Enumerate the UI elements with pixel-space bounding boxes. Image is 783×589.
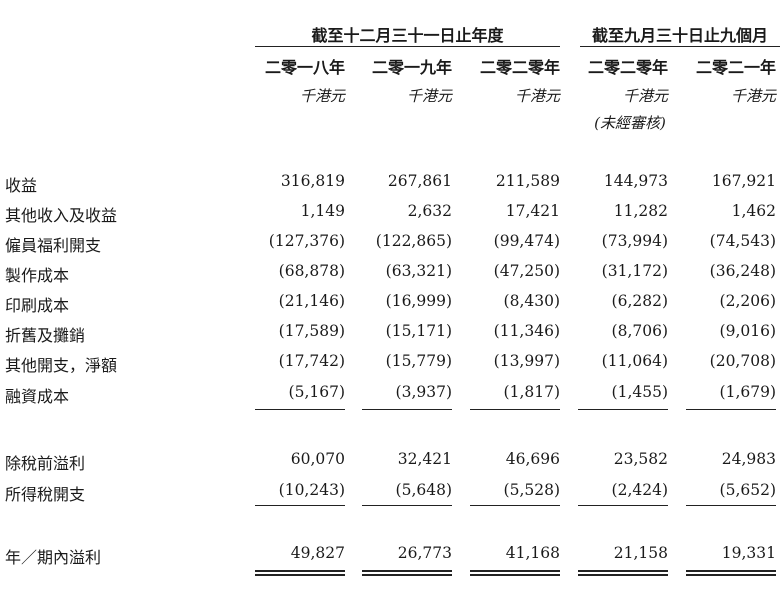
table-cell: (8,706) — [611, 322, 668, 340]
subtotal-underline — [255, 409, 345, 410]
table-cell: (5,528) — [503, 481, 560, 499]
table-cell: (17,589) — [278, 322, 345, 340]
table-cell: (20,708) — [709, 352, 776, 370]
table-cell: (5,652) — [719, 481, 776, 499]
row-label: 其他開支，淨額 — [5, 356, 118, 375]
table-cell: (68,878) — [278, 262, 345, 280]
table-cell: 167,921 — [711, 172, 776, 190]
subtotal-underline — [362, 409, 452, 410]
subtotal-underline — [470, 409, 560, 410]
table-cell: 49,827 — [290, 544, 345, 562]
table-cell: 41,168 — [505, 544, 560, 562]
unaudited-note: (未經審核) — [594, 114, 666, 132]
table-cell: (17,742) — [278, 352, 345, 370]
total-double-underline — [362, 570, 452, 576]
table-cell: 211,589 — [495, 172, 560, 190]
table-cell: 267,861 — [387, 172, 452, 190]
table-cell: (8,430) — [503, 292, 560, 310]
table-cell: (15,779) — [385, 352, 452, 370]
header-divider — [580, 46, 780, 47]
table-cell: (47,250) — [493, 262, 560, 280]
table-cell: (9,016) — [719, 322, 776, 340]
year-header: 二零二零年 — [479, 58, 560, 77]
row-label: 除稅前溢利 — [5, 454, 86, 473]
table-cell: (15,171) — [385, 322, 452, 340]
table-cell: 144,973 — [603, 172, 668, 190]
table-cell: (11,064) — [601, 352, 668, 370]
table-cell: 17,421 — [505, 202, 560, 220]
table-cell: (1,455) — [611, 383, 668, 401]
table-cell: (1,679) — [719, 383, 776, 401]
table-cell: 21,158 — [613, 544, 668, 562]
table-cell: (6,282) — [611, 292, 668, 310]
year-header: 二零一九年 — [371, 58, 452, 77]
subtotal-underline — [470, 505, 560, 506]
table-cell: (10,243) — [278, 481, 345, 499]
row-label: 融資成本 — [5, 387, 70, 406]
table-cell: (2,424) — [611, 481, 668, 499]
table-cell: (5,167) — [288, 383, 345, 401]
total-double-underline — [470, 570, 560, 576]
total-double-underline — [686, 570, 776, 576]
table-cell: 19,331 — [721, 544, 776, 562]
row-label: 製作成本 — [5, 266, 70, 285]
table-cell: (5,648) — [395, 481, 452, 499]
table-cell: (73,994) — [601, 232, 668, 250]
table-cell: 2,632 — [407, 202, 452, 220]
subtotal-underline — [686, 505, 776, 506]
total-double-underline — [578, 570, 668, 576]
year-header: 二零一八年 — [264, 58, 345, 77]
row-label: 年／期內溢利 — [5, 548, 102, 567]
period-header-nine-months: 截至九月三十日止九個月 — [591, 26, 768, 45]
table-cell: (1,817) — [503, 383, 560, 401]
table-cell: (122,865) — [375, 232, 452, 250]
row-label: 其他收入及收益 — [5, 206, 118, 225]
header-divider — [255, 46, 560, 47]
table-cell: (16,999) — [385, 292, 452, 310]
table-cell: (3,937) — [395, 383, 452, 401]
row-label: 折舊及攤銷 — [5, 326, 86, 345]
table-cell: 11,282 — [613, 202, 668, 220]
table-cell: 1,462 — [731, 202, 776, 220]
row-label: 收益 — [5, 176, 38, 195]
table-cell: 32,421 — [397, 450, 452, 468]
table-cell: (11,346) — [493, 322, 560, 340]
row-label: 所得稅開支 — [5, 485, 86, 504]
table-cell: (36,248) — [709, 262, 776, 280]
table-cell: 24,983 — [721, 450, 776, 468]
table-cell: (127,376) — [268, 232, 345, 250]
subtotal-underline — [578, 505, 668, 506]
unit-label: 千港元 — [622, 87, 668, 105]
table-cell: 60,070 — [290, 450, 345, 468]
table-cell: 26,773 — [397, 544, 452, 562]
subtotal-underline — [362, 505, 452, 506]
table-cell: 1,149 — [300, 202, 345, 220]
table-cell: 23,582 — [613, 450, 668, 468]
table-cell: (99,474) — [493, 232, 560, 250]
year-header: 二零二一年 — [695, 58, 776, 77]
subtotal-underline — [255, 505, 345, 506]
year-header: 二零二零年 — [587, 58, 668, 77]
table-cell: (74,543) — [709, 232, 776, 250]
subtotal-underline — [578, 409, 668, 410]
period-header-annual: 截至十二月三十一日止年度 — [311, 26, 504, 45]
table-cell: 46,696 — [505, 450, 560, 468]
table-cell: (13,997) — [493, 352, 560, 370]
table-cell: (2,206) — [719, 292, 776, 310]
table-cell: 316,819 — [280, 172, 345, 190]
total-double-underline — [255, 570, 345, 576]
table-cell: (21,146) — [278, 292, 345, 310]
table-cell: (63,321) — [385, 262, 452, 280]
row-label: 僱員福利開支 — [5, 236, 102, 255]
subtotal-underline — [686, 409, 776, 410]
unit-label: 千港元 — [514, 87, 560, 105]
unit-label: 千港元 — [299, 87, 345, 105]
unit-label: 千港元 — [730, 87, 776, 105]
unit-label: 千港元 — [406, 87, 452, 105]
row-label: 印刷成本 — [5, 296, 70, 315]
table-cell: (31,172) — [601, 262, 668, 280]
